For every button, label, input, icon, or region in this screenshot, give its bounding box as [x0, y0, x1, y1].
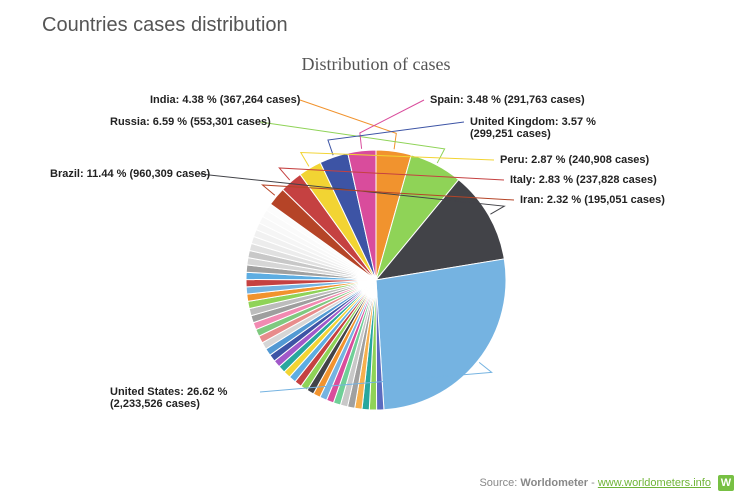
slice-label: Peru: 2.87 % (240,908 cases): [500, 154, 649, 166]
leader-line: [300, 100, 396, 149]
chart-title: Distribution of cases: [0, 54, 752, 75]
slice-label: Iran: 2.32 % (195,051 cases): [520, 194, 665, 206]
page: Countries cases distribution Distributio…: [0, 0, 752, 501]
pie-chart: India: 4.38 % (367,264 cases) Russia: 6.5…: [0, 90, 752, 460]
pie-slice: [376, 259, 506, 410]
source-link[interactable]: www.worldometers.info: [598, 477, 711, 489]
slice-label: India: 4.38 % (367,264 cases): [150, 94, 300, 106]
slice-label: United States: 26.62 %(2,233,526 cases): [110, 386, 280, 410]
slice-label: Russia: 6.59 % (553,301 cases): [110, 116, 271, 128]
source-prefix: Source:: [479, 477, 520, 489]
worldometer-logo-icon: W: [718, 475, 734, 491]
slice-label: Spain: 3.48 % (291,763 cases): [430, 94, 585, 106]
source-line: Source: Worldometer - www.worldometers.i…: [479, 475, 734, 491]
slice-label: United Kingdom: 3.57 %(299,251 cases): [470, 116, 640, 140]
page-title: Countries cases distribution: [42, 14, 288, 37]
slice-label: Italy: 2.83 % (237,828 cases): [510, 174, 657, 186]
source-name: Worldometer: [520, 477, 588, 489]
slice-label: Brazil: 11.44 % (960,309 cases): [50, 168, 210, 180]
source-separator: -: [591, 477, 598, 489]
